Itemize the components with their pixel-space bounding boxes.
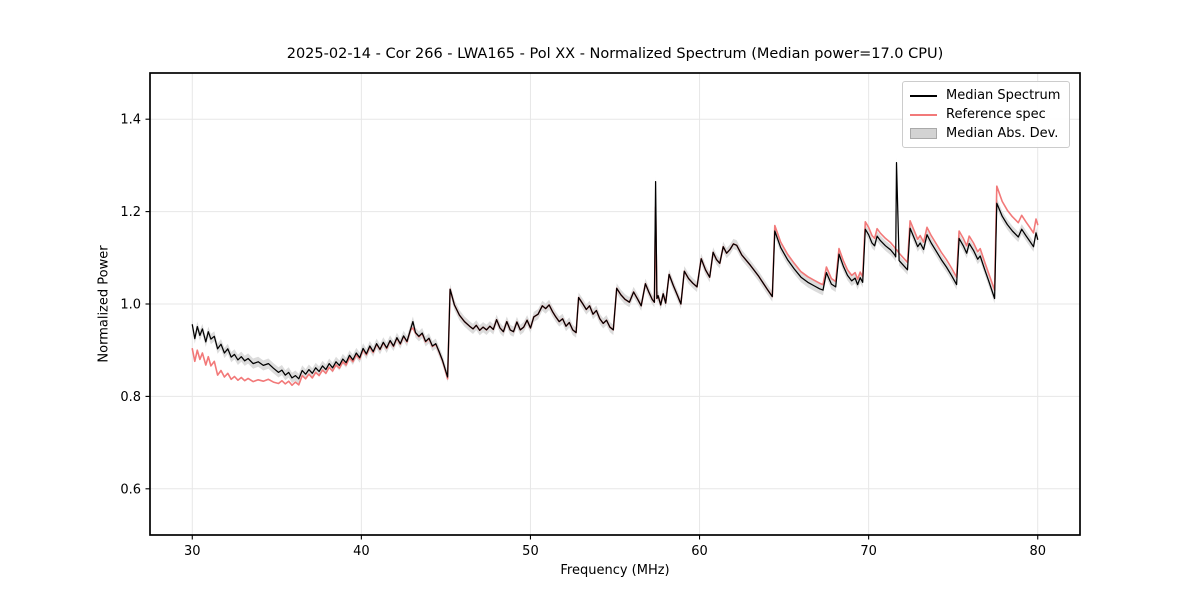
chart-title: 2025-02-14 - Cor 266 - LWA165 - Pol XX -…	[286, 46, 944, 62]
y-tick-label: 0.8	[120, 390, 141, 405]
legend-item-reference-spec: Reference spec	[910, 105, 1063, 124]
x-tick-label: 30	[184, 544, 201, 559]
y-axis-label: Normalized Power	[96, 245, 112, 363]
reference-spec-line	[191, 185, 1039, 387]
y-tick-label: 1.2	[120, 205, 141, 220]
x-tick-label: 60	[691, 544, 708, 559]
x-tick-label: 40	[353, 544, 370, 559]
median-spectrum-line	[191, 161, 1039, 380]
mad-band	[192, 157, 1038, 384]
legend-label: Reference spec	[946, 107, 1046, 122]
x-tick-label: 80	[1029, 544, 1046, 559]
legend-label: Median Spectrum	[946, 88, 1061, 103]
x-tick-label: 50	[522, 544, 539, 559]
median-abs-dev-patch-swatch	[910, 128, 937, 139]
y-tick-label: 0.6	[120, 482, 141, 497]
y-tick-label: 1.4	[120, 113, 141, 128]
legend-item-median-spectrum: Median Spectrum	[910, 86, 1063, 105]
reference-spec-line-swatch	[910, 113, 937, 116]
x-tick-label: 70	[860, 544, 877, 559]
x-axis-label: Frequency (MHz)	[560, 563, 670, 578]
y-tick-label: 1.0	[120, 298, 141, 313]
median-spectrum-line-swatch	[910, 94, 937, 97]
legend: Median Spectrum Reference spec Median Ab…	[902, 81, 1070, 148]
legend-label: Median Abs. Dev.	[946, 126, 1059, 141]
legend-item-median-abs-dev: Median Abs. Dev.	[910, 124, 1063, 143]
